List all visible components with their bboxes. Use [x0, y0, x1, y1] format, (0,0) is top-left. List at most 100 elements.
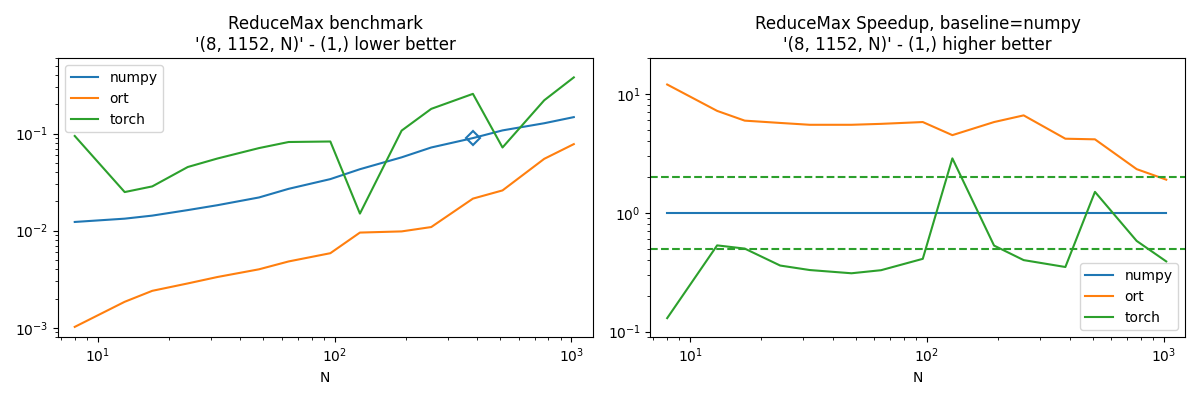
torch: [282, 140, 296, 144]
ort: [1016, 113, 1031, 118]
numpy: [803, 210, 817, 215]
numpy: [67, 220, 82, 224]
numpy: [1129, 210, 1144, 215]
torch: [1087, 190, 1102, 194]
ort: [986, 120, 1001, 124]
numpy: [210, 203, 224, 208]
numpy: [738, 210, 752, 215]
X-axis label: N: N: [912, 371, 923, 385]
ort: [803, 122, 817, 127]
ort: [1058, 136, 1073, 141]
numpy: [395, 155, 409, 160]
Title: ReduceMax Speedup, baseline=numpy
'(8, 1152, N)' - (1,) higher better: ReduceMax Speedup, baseline=numpy '(8, 1…: [755, 15, 1081, 54]
torch: [1129, 238, 1144, 243]
torch: [1058, 265, 1073, 270]
numpy: [1016, 210, 1031, 215]
ort: [145, 288, 160, 293]
Legend: numpy, ort, torch: numpy, ort, torch: [65, 65, 163, 132]
ort: [180, 281, 194, 286]
torch: [710, 243, 725, 248]
numpy: [710, 210, 725, 215]
numpy: [874, 210, 888, 215]
torch: [424, 106, 438, 111]
torch: [118, 190, 132, 194]
ort: [916, 120, 930, 124]
torch: [180, 165, 194, 170]
numpy: [282, 186, 296, 191]
torch: [986, 243, 1001, 248]
torch: [916, 256, 930, 261]
numpy: [566, 115, 581, 120]
ort: [946, 133, 960, 138]
ort: [424, 225, 438, 230]
ort: [874, 122, 888, 126]
ort: [566, 142, 581, 146]
numpy: [466, 136, 480, 140]
ort: [496, 188, 510, 193]
Line: torch: torch: [667, 158, 1166, 318]
Legend: numpy, ort, torch: numpy, ort, torch: [1080, 263, 1178, 330]
ort: [323, 251, 337, 256]
torch: [845, 271, 859, 276]
ort: [67, 324, 82, 329]
ort: [395, 229, 409, 234]
numpy: [538, 121, 552, 126]
ort: [282, 259, 296, 264]
ort: [660, 82, 674, 87]
torch: [773, 263, 787, 268]
torch: [353, 211, 367, 216]
torch: [538, 98, 552, 103]
torch: [496, 145, 510, 150]
torch: [1159, 259, 1174, 264]
numpy: [180, 208, 194, 212]
torch: [660, 316, 674, 320]
Line: ort: ort: [667, 84, 1166, 180]
numpy: [496, 128, 510, 133]
ort: [1129, 167, 1144, 172]
Title: ReduceMax benchmark
'(8, 1152, N)' - (1,) lower better: ReduceMax benchmark '(8, 1152, N)' - (1,…: [194, 15, 456, 54]
Line: numpy: numpy: [74, 117, 574, 222]
torch: [395, 128, 409, 133]
numpy: [916, 210, 930, 215]
ort: [118, 299, 132, 304]
torch: [210, 156, 224, 161]
ort: [210, 275, 224, 280]
torch: [738, 246, 752, 251]
torch: [466, 92, 480, 96]
torch: [946, 156, 960, 161]
torch: [874, 268, 888, 272]
torch: [252, 146, 266, 150]
ort: [466, 196, 480, 201]
torch: [566, 75, 581, 80]
ort: [353, 230, 367, 235]
numpy: [118, 216, 132, 221]
ort: [1159, 177, 1174, 182]
torch: [1016, 258, 1031, 262]
ort: [538, 156, 552, 161]
ort: [738, 118, 752, 123]
numpy: [1087, 210, 1102, 215]
numpy: [353, 167, 367, 172]
ort: [845, 122, 859, 127]
numpy: [845, 210, 859, 215]
numpy: [773, 210, 787, 215]
ort: [710, 108, 725, 113]
numpy: [323, 177, 337, 182]
X-axis label: N: N: [320, 371, 330, 385]
ort: [1087, 137, 1102, 142]
numpy: [1058, 210, 1073, 215]
ort: [773, 120, 787, 125]
torch: [145, 184, 160, 189]
numpy: [946, 210, 960, 215]
numpy: [660, 210, 674, 215]
torch: [803, 268, 817, 272]
torch: [67, 134, 82, 138]
numpy: [986, 210, 1001, 215]
numpy: [252, 195, 266, 200]
numpy: [145, 213, 160, 218]
Line: ort: ort: [74, 144, 574, 327]
numpy: [1159, 210, 1174, 215]
numpy: [424, 145, 438, 150]
Line: torch: torch: [74, 77, 574, 214]
ort: [252, 267, 266, 272]
